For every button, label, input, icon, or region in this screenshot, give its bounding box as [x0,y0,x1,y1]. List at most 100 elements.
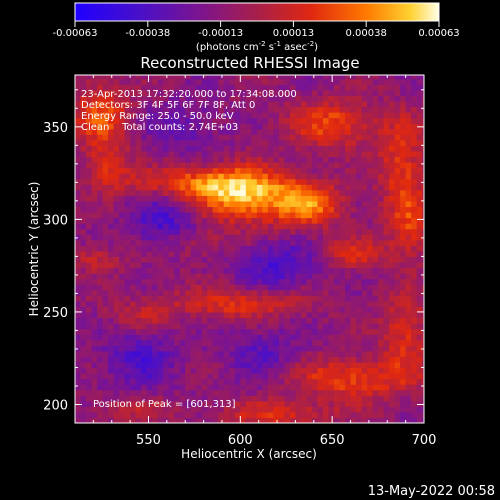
heatmap-cell [185,350,192,357]
heatmap-cell [339,139,346,146]
heatmap-cell [102,95,109,102]
heatmap-cell [328,373,335,380]
heatmap-cell [333,278,341,285]
heatmap-cell [322,106,330,113]
heatmap-cell [245,250,252,257]
heatmap-cell [152,278,159,285]
heatmap-cell [300,95,308,102]
heatmap-cell [86,361,93,369]
heatmap-cell [422,128,424,135]
heatmap-cell [218,162,225,169]
heatmap-cell [345,167,352,174]
heatmap-cell [212,150,219,158]
heatmap-cell [174,278,181,285]
heatmap-cell [322,89,330,96]
heatmap-cell [152,128,159,135]
heatmap-cell [229,84,236,91]
heatmap-cell [345,189,352,196]
heatmap-cell [124,256,131,263]
heatmap-cell [234,356,241,363]
heatmap-cell [157,389,164,396]
heatmap-cell [389,345,396,352]
heatmap-cell [97,106,104,113]
heatmap-cell [356,306,363,313]
heatmap-cell [218,139,225,146]
heatmap-cell [267,195,274,202]
heatmap-cell [119,123,126,130]
heatmap-cell [179,223,186,230]
heatmap-cell [91,311,98,319]
heatmap-cell [157,361,164,369]
heatmap-cell [295,128,302,135]
heatmap-cell [273,95,280,102]
heatmap-cell [256,256,263,263]
heatmap-cell [185,339,192,346]
heatmap-cell [86,411,93,419]
heatmap-cell [80,311,87,319]
heatmap-cell [383,417,390,423]
heatmap-cell [378,84,385,91]
heatmap-cell [91,273,98,280]
heatmap-cell [317,356,324,363]
heatmap-cell [295,167,302,174]
heatmap-cell [322,334,330,341]
heatmap-cell [322,411,330,419]
heatmap-cell [80,228,87,235]
heatmap-cell [422,345,424,352]
heatmap-cell [234,284,241,291]
heatmap-cell [146,134,153,141]
heatmap-cell [174,367,181,374]
heatmap-cell [256,173,263,180]
heatmap-cell [201,95,208,102]
heatmap-cell [102,189,109,196]
heatmap-cell [212,328,219,335]
heatmap-cell [97,345,104,352]
heatmap-cell [251,350,258,357]
heatmap-cell [196,106,203,113]
heatmap-cell [389,267,396,274]
heatmap-cell [267,167,274,174]
heatmap-cell [80,223,87,230]
heatmap-cell [185,123,192,130]
heatmap-cell [113,317,120,324]
heatmap-cell [201,145,208,152]
heatmap-cell [201,289,208,296]
heatmap-cell [295,306,302,313]
heatmap-cell [394,328,401,335]
heatmap-cell [262,128,269,135]
heatmap-cell [345,384,352,391]
heatmap-cell [163,156,170,163]
heatmap-cell [207,295,214,302]
heatmap-cell [75,378,82,385]
heatmap-cell [108,334,115,341]
heatmap-cell [212,367,219,374]
heatmap-cell [267,78,274,85]
heatmap-cell [146,145,153,152]
heatmap-cell [218,273,225,280]
heatmap-cell [174,134,181,141]
heatmap-cell [411,417,418,423]
heatmap-cell [416,345,423,352]
heatmap-cell [168,128,175,135]
heatmap-cell [295,100,302,108]
heatmap-cell [185,389,192,396]
heatmap-cell [322,373,330,380]
heatmap-cell [245,261,252,269]
heatmap-cell [102,150,109,158]
heatmap-cell [245,289,252,296]
heatmap-cell [383,384,390,391]
heatmap-cell [378,217,385,224]
heatmap-cell [218,378,225,385]
heatmap-cell [218,295,225,302]
heatmap-cell [113,100,120,108]
heatmap-cell [146,239,153,246]
heatmap-cell [372,389,379,396]
heatmap-cell [278,167,285,174]
heatmap-cell [207,167,214,174]
heatmap-cell [190,178,197,185]
heatmap-cell [218,356,225,363]
heatmap-cell [157,339,164,346]
heatmap-cell [185,234,192,241]
heatmap-cell [361,195,368,202]
heatmap-cell [229,350,236,357]
